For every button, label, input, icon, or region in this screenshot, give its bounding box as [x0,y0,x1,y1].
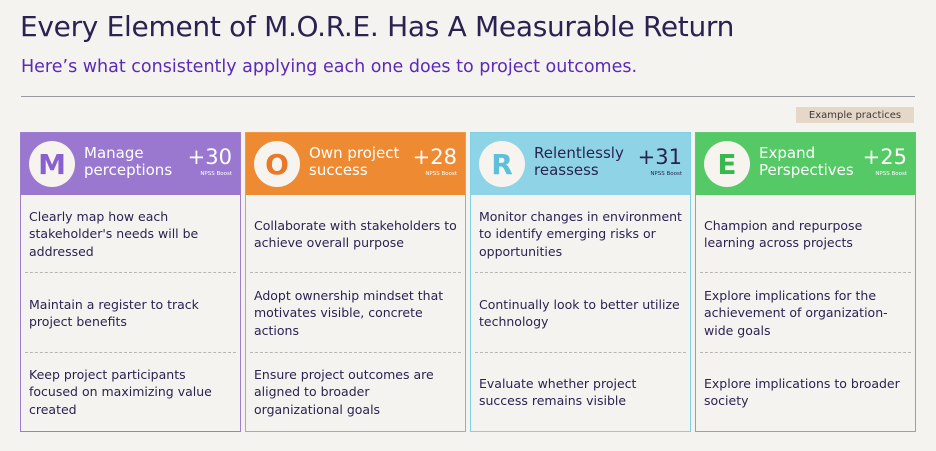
element-name-line2: Perspectives [759,161,854,179]
letter-circle: O [254,141,300,187]
column-manage-perceptions: M Manage perceptions +30 NPSS Boost Clea… [20,132,241,432]
element-name-line1: Own project [309,144,400,162]
practice-divider [250,272,461,273]
column-expand-perspectives: E Expand Perspectives +25 NPSS Boost Cha… [695,132,916,432]
nps-score: +30 [187,145,232,169]
practice-item: Monitor changes in environment to identi… [479,208,682,259]
practice-list: Monitor changes in environment to identi… [471,195,690,431]
element-name-line1: Relentlessly [534,144,624,162]
practice-item: Adopt ownership mindset that motivates v… [254,287,444,338]
practice-divider [700,352,911,353]
column-header: R Relentlessly reassess +31 NPSS Boost [471,133,690,195]
nps-score-label: NPSS Boost [875,171,907,177]
element-name: Expand Perspectives [759,145,859,179]
practice-item: Collaborate with stakeholders to achieve… [254,217,457,251]
element-name: Manage perceptions [84,145,184,179]
practice-divider [700,272,911,273]
practice-item: Explore implications for the achievement… [704,287,888,338]
column-header: E Expand Perspectives +25 NPSS Boost [696,133,915,195]
practice-divider [250,352,461,353]
practice-divider [25,352,236,353]
letter-circle: E [704,141,750,187]
practice-item: Explore implications to broader society [704,375,900,409]
practice-item: Ensure project outcomes are aligned to b… [254,366,434,417]
nps-score: +31 [637,145,682,169]
element-name-line2: success [309,161,368,179]
nps-score-label: NPSS Boost [200,171,232,177]
element-name-line2: reassess [534,161,599,179]
practice-item: Keep project participants focused on max… [29,366,212,417]
title-divider [21,96,915,97]
practice-list: Collaborate with stakeholders to achieve… [246,195,465,431]
letter-circle: M [29,141,75,187]
element-name-line1: Expand [759,144,816,162]
element-name: Relentlessly reassess [534,145,634,179]
practice-item: Champion and repurpose learning across p… [704,217,863,251]
practice-item: Continually look to better utilize techn… [479,296,680,330]
practice-item: Clearly map how each stakeholder's needs… [29,208,199,259]
column-relentlessly-reassess: R Relentlessly reassess +31 NPSS Boost M… [470,132,691,432]
nps-score-label: NPSS Boost [650,171,682,177]
column-header: M Manage perceptions +30 NPSS Boost [21,133,240,195]
nps-score: +25 [862,145,907,169]
practice-divider [475,352,686,353]
practice-list: Clearly map how each stakeholder's needs… [21,195,240,431]
nps-score: +28 [412,145,457,169]
page-title: Every Element of M.O.R.E. Has A Measurab… [20,10,735,43]
practice-divider [25,272,236,273]
practice-item: Evaluate whether project success remains… [479,375,637,409]
column-header: O Own project success +28 NPSS Boost [246,133,465,195]
page-subtitle: Here’s what consistently applying each o… [21,57,638,77]
letter-circle: R [479,141,525,187]
element-name: Own project success [309,145,409,179]
element-name-line2: perceptions [84,161,173,179]
element-name-line1: Manage [84,144,144,162]
column-own-project-success: O Own project success +28 NPSS Boost Col… [245,132,466,432]
practice-list: Champion and repurpose learning across p… [696,195,915,431]
practice-item: Maintain a register to track project ben… [29,296,199,330]
nps-score-label: NPSS Boost [425,171,457,177]
practice-divider [475,272,686,273]
example-practices-badge: Example practices [796,107,914,123]
